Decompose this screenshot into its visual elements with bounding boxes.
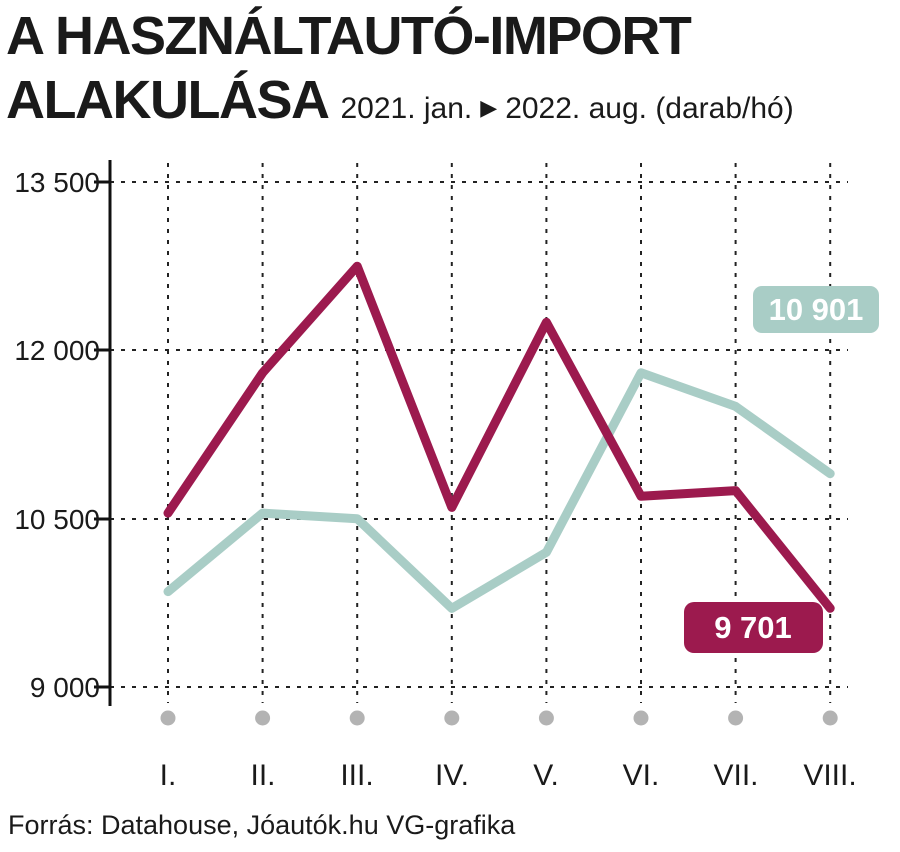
subtitle-period-end: 2022. aug. (darab/hó) (505, 92, 794, 125)
month-dot-icon (349, 710, 365, 726)
y-tick-label: 13 500 (14, 167, 100, 198)
teal-badge-value: 10 901 (769, 292, 864, 327)
y-tick-label: 12 000 (14, 335, 100, 366)
line-chart: 13 500 12 000 10 500 9 000 10 901 9 701 … (14, 160, 879, 792)
month-dot-icon (538, 710, 554, 726)
subtitle-period-start: 2021. jan. (340, 92, 473, 125)
title-line-1: A HASZNÁLTAUTÓ-IMPORT (6, 6, 692, 66)
arrow-right-icon: ▶ (480, 95, 498, 120)
x-tick-label: VII. (713, 759, 758, 792)
vertical-gridlines (167, 163, 832, 703)
teal-value-badge: 10 901 (753, 286, 879, 333)
x-axis-labels: I. II. III. IV. V. VI. VII. VIII. (160, 759, 857, 792)
x-tick-label: VI. (623, 759, 660, 792)
horizontal-gridlines (110, 181, 848, 688)
maroon-badge-value: 9 701 (714, 610, 792, 645)
teal-series-line (163, 368, 835, 613)
x-tick-label: IV. (435, 759, 469, 792)
maroon-badge-background (684, 602, 823, 653)
y-axis-labels: 13 500 12 000 10 500 9 000 (14, 167, 100, 703)
x-tick-label: III. (340, 759, 373, 792)
x-tick-label: I. (160, 759, 177, 792)
month-dot-icon (255, 710, 271, 726)
x-tick-label: V. (533, 759, 559, 792)
teal-badge-background (753, 286, 879, 333)
month-dot-icon (160, 710, 176, 726)
y-tick-label: 9 000 (30, 672, 100, 703)
y-axis (94, 160, 112, 706)
x-tick-label: VIII. (803, 759, 856, 792)
month-dot-icon (444, 710, 460, 726)
month-dot-icon (822, 710, 838, 726)
maroon-series-line (163, 261, 835, 613)
chart-subtitle: 2021. jan. ▶ 2022. aug. (darab/hó) (340, 92, 793, 125)
y-tick-label: 10 500 (14, 504, 100, 535)
month-marker-dots (160, 710, 838, 726)
month-dot-icon (633, 710, 649, 726)
maroon-value-badge: 9 701 (684, 602, 823, 653)
month-dot-icon (728, 710, 744, 726)
source-credit: Forrás: Datahouse, Jóautók.hu VG-grafika (8, 810, 516, 840)
chart-title: A HASZNÁLTAUTÓ-IMPORT ALAKULÁSA 2021. jan.… (6, 4, 896, 143)
x-tick-label: II. (250, 759, 275, 792)
title-line-2: ALAKULÁSA (6, 70, 330, 130)
chart-header: A HASZNÁLTAUTÓ-IMPORT ALAKULÁSA 2021. jan.… (6, 4, 896, 143)
